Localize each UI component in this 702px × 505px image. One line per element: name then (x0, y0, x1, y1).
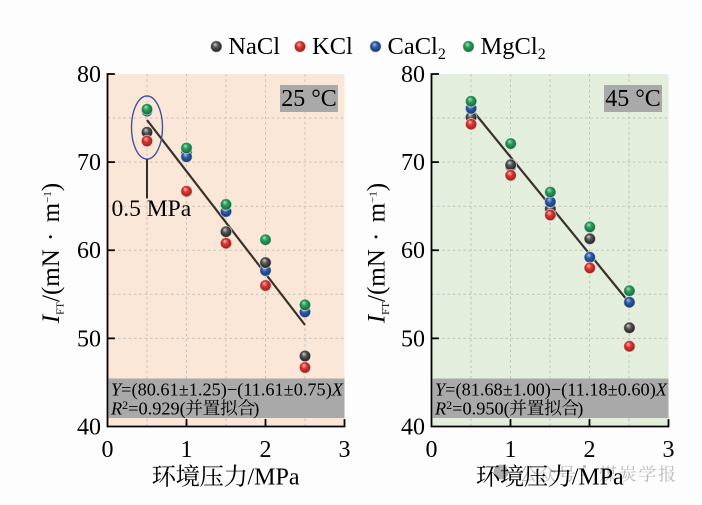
svg-text:): ) (253, 399, 259, 420)
svg-text:40: 40 (77, 415, 101, 441)
svg-text:2: 2 (260, 437, 272, 463)
svg-text:): ) (577, 399, 583, 420)
svg-text:80: 80 (401, 62, 425, 88)
svg-text:IFT/(mN · m−1): IFT/(mN · m−1) (364, 183, 393, 324)
svg-text:Y=(81.68±1.00)−(11.18±0.60)X: Y=(81.68±1.00)−(11.18±0.60)X (435, 380, 668, 401)
svg-text:45 °C: 45 °C (605, 86, 661, 112)
svg-text:1: 1 (505, 437, 517, 463)
svg-text:NaCl: NaCl (228, 33, 280, 60)
svg-text:2: 2 (584, 437, 596, 463)
svg-text:60: 60 (401, 238, 425, 264)
svg-text:60: 60 (77, 238, 101, 264)
svg-text:0: 0 (426, 437, 438, 463)
svg-text:80: 80 (77, 62, 101, 88)
svg-text:Y=(80.61±1.25)−(11.61±0.75)X: Y=(80.61±1.25)−(11.61±0.75)X (111, 380, 344, 401)
svg-text:/MPa: /MPa (572, 465, 624, 491)
svg-text:0: 0 (102, 437, 114, 463)
svg-text:70: 70 (401, 150, 425, 176)
svg-text:MgCl2: MgCl2 (481, 33, 546, 63)
svg-text:3: 3 (663, 437, 675, 463)
svg-text:CaCl2: CaCl2 (388, 33, 446, 63)
svg-text:70: 70 (77, 150, 101, 176)
svg-text:3: 3 (339, 437, 351, 463)
svg-text:/MPa: /MPa (248, 465, 300, 491)
svg-text:1: 1 (181, 437, 193, 463)
svg-text:50: 50 (77, 326, 101, 352)
svg-text:IFT/(mN · m−1): IFT/(mN · m−1) (38, 183, 67, 324)
svg-text:50: 50 (401, 326, 425, 352)
svg-text:R2=0.950(: R2=0.950( (434, 398, 510, 420)
svg-text:R2=0.929(: R2=0.929( (110, 398, 186, 420)
svg-text:0.5 MPa: 0.5 MPa (112, 196, 192, 222)
svg-text:40: 40 (401, 415, 425, 441)
svg-text:KCl: KCl (312, 33, 353, 60)
svg-text:25 °C: 25 °C (281, 86, 337, 112)
